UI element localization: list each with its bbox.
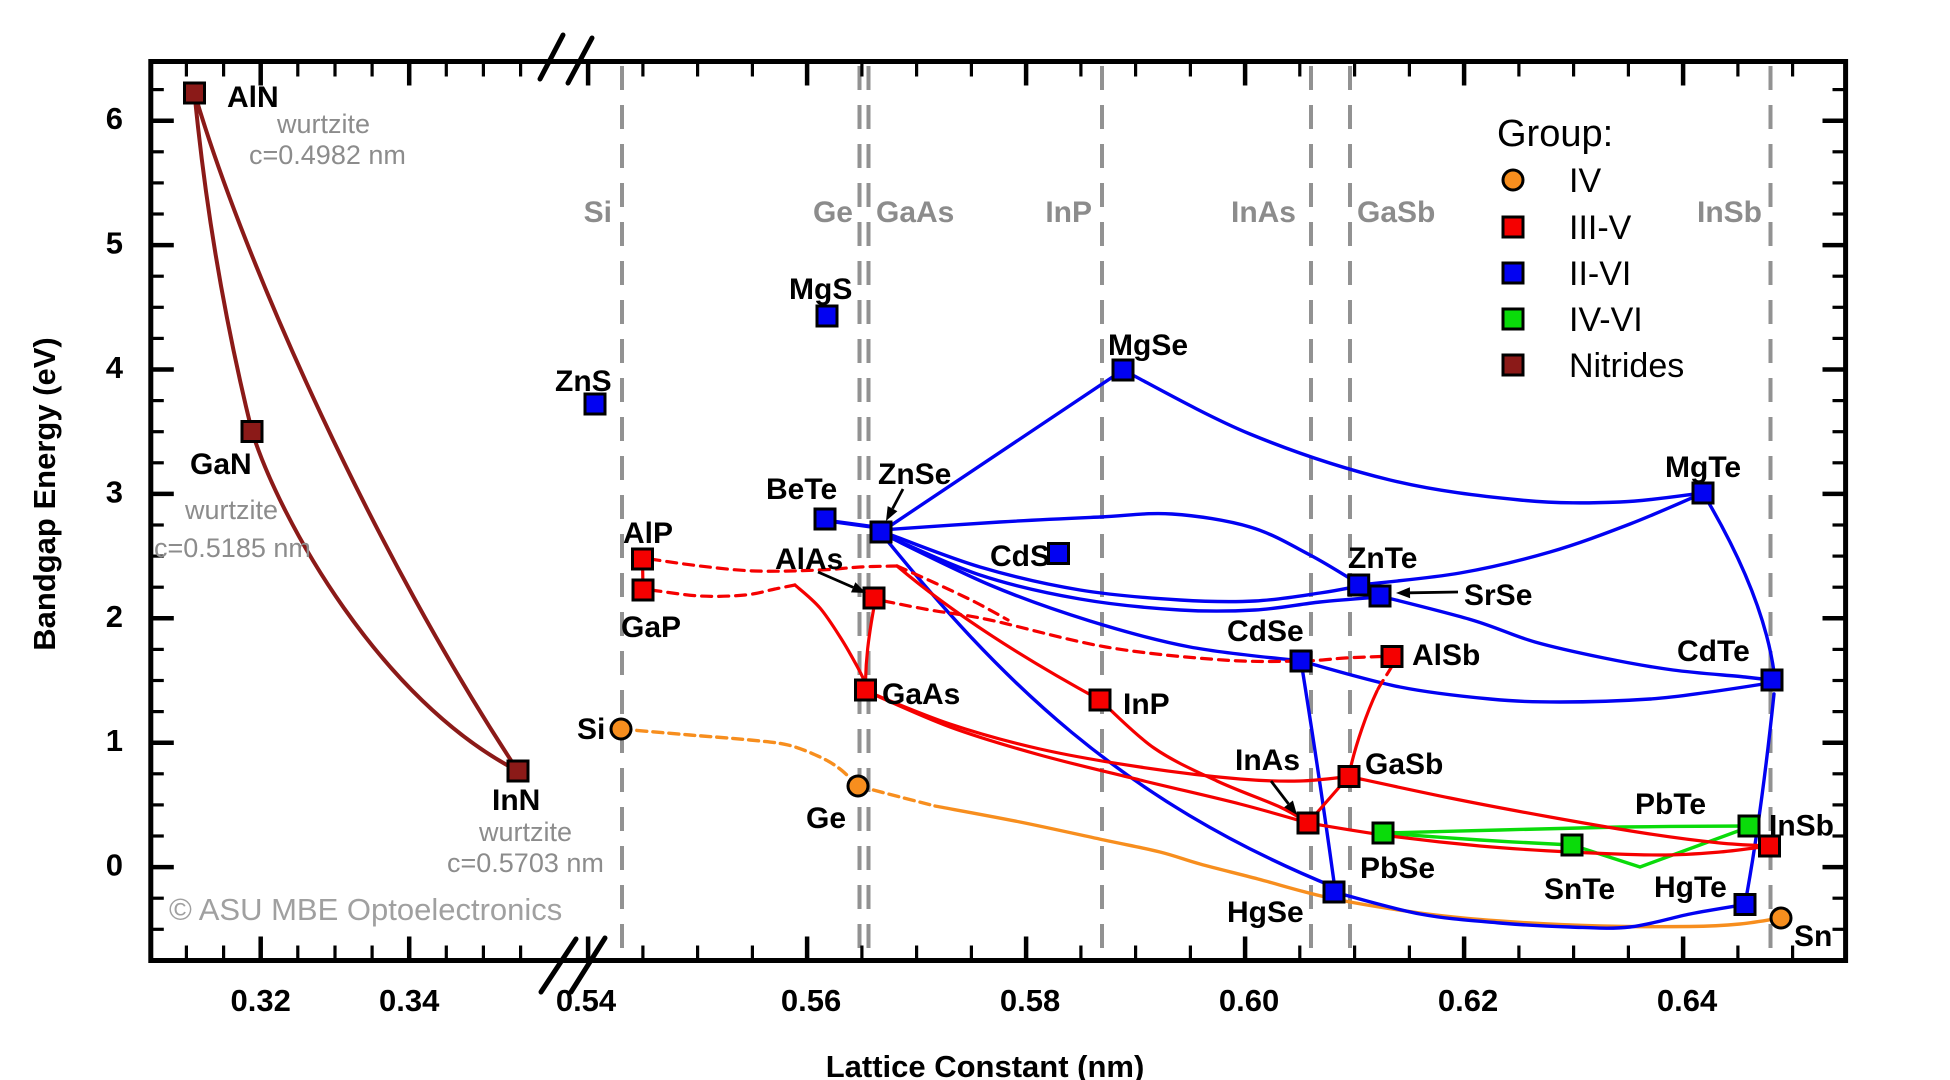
svg-text:wurtzite: wurtzite xyxy=(276,109,370,139)
svg-text:CdTe: CdTe xyxy=(1677,635,1750,668)
svg-text:0.64: 0.64 xyxy=(1657,983,1718,1018)
svg-text:IV: IV xyxy=(1569,162,1601,200)
svg-text:6: 6 xyxy=(106,101,123,136)
svg-text:c=0.4982 nm: c=0.4982 nm xyxy=(249,140,406,170)
svg-text:III-V: III-V xyxy=(1569,209,1632,247)
svg-text:HgSe: HgSe xyxy=(1227,896,1304,929)
svg-text:AlN: AlN xyxy=(227,81,279,114)
svg-text:SrSe: SrSe xyxy=(1464,579,1532,612)
svg-text:c=0.5185 nm: c=0.5185 nm xyxy=(154,533,311,563)
svg-text:2: 2 xyxy=(106,599,123,634)
svg-text:4: 4 xyxy=(106,350,124,385)
svg-text:II-VI: II-VI xyxy=(1569,255,1631,293)
svg-text:wurtzite: wurtzite xyxy=(184,495,278,525)
svg-text:AlSb: AlSb xyxy=(1412,639,1480,672)
svg-text:Ge: Ge xyxy=(806,802,846,835)
svg-text:Si: Si xyxy=(584,196,612,229)
svg-text:MgSe: MgSe xyxy=(1108,329,1188,362)
svg-text:1: 1 xyxy=(106,723,123,758)
svg-text:0.32: 0.32 xyxy=(231,983,291,1018)
svg-text:PbSe: PbSe xyxy=(1360,852,1435,885)
svg-text:wurtzite: wurtzite xyxy=(478,817,572,847)
svg-text:MgS: MgS xyxy=(789,273,852,306)
svg-text:ZnS: ZnS xyxy=(555,365,612,398)
svg-text:Ge: Ge xyxy=(813,196,853,229)
svg-text:InP: InP xyxy=(1045,196,1092,229)
svg-text:CdSe: CdSe xyxy=(1227,615,1304,648)
svg-text:GaN: GaN xyxy=(190,448,252,481)
svg-text:GaAs: GaAs xyxy=(882,678,960,711)
svg-text:AlP: AlP xyxy=(623,517,673,550)
svg-text:InSb: InSb xyxy=(1697,196,1762,229)
svg-text:0: 0 xyxy=(106,848,123,883)
svg-text:InN: InN xyxy=(492,784,540,817)
svg-text:MgTe: MgTe xyxy=(1665,451,1741,484)
svg-text:Sn: Sn xyxy=(1794,920,1832,953)
svg-text:Si: Si xyxy=(577,713,605,746)
svg-text:GaSb: GaSb xyxy=(1365,748,1443,781)
svg-text:0.58: 0.58 xyxy=(1000,983,1060,1018)
svg-text:0.56: 0.56 xyxy=(781,983,841,1018)
svg-text:0.54: 0.54 xyxy=(556,983,617,1018)
svg-text:HgTe: HgTe xyxy=(1654,871,1727,904)
svg-text:SnTe: SnTe xyxy=(1544,873,1615,906)
svg-text:Bandgap Energy (eV): Bandgap Energy (eV) xyxy=(27,337,62,651)
svg-text:0.34: 0.34 xyxy=(379,983,440,1018)
svg-text:AlAs: AlAs xyxy=(775,543,843,576)
svg-text:InP: InP xyxy=(1123,688,1170,721)
svg-text:Nitrides: Nitrides xyxy=(1569,347,1684,385)
svg-text:5: 5 xyxy=(106,226,123,261)
svg-text:GaAs: GaAs xyxy=(876,196,954,229)
svg-text:PbTe: PbTe xyxy=(1635,788,1706,821)
svg-text:InAs: InAs xyxy=(1235,744,1300,777)
svg-text:InSb: InSb xyxy=(1769,810,1834,843)
svg-text:ZnSe: ZnSe xyxy=(878,458,951,491)
svg-text:ZnTe: ZnTe xyxy=(1348,542,1417,575)
svg-text:BeTe: BeTe xyxy=(766,473,837,506)
svg-text:3: 3 xyxy=(106,474,123,509)
svg-text:IV-VI: IV-VI xyxy=(1569,301,1643,339)
svg-text:0.62: 0.62 xyxy=(1438,983,1498,1018)
svg-text:GaSb: GaSb xyxy=(1357,196,1435,229)
svg-text:GaP: GaP xyxy=(621,611,681,644)
svg-text:Group:: Group: xyxy=(1497,113,1613,155)
svg-text:InAs: InAs xyxy=(1231,196,1296,229)
svg-text:Lattice Constant (nm): Lattice Constant (nm) xyxy=(826,1049,1145,1080)
svg-text:CdS: CdS xyxy=(990,540,1050,573)
svg-text:© ASU MBE Optoelectronics: © ASU MBE Optoelectronics xyxy=(169,892,562,927)
svg-text:0.60: 0.60 xyxy=(1219,983,1279,1018)
svg-text:c=0.5703 nm: c=0.5703 nm xyxy=(447,848,604,878)
